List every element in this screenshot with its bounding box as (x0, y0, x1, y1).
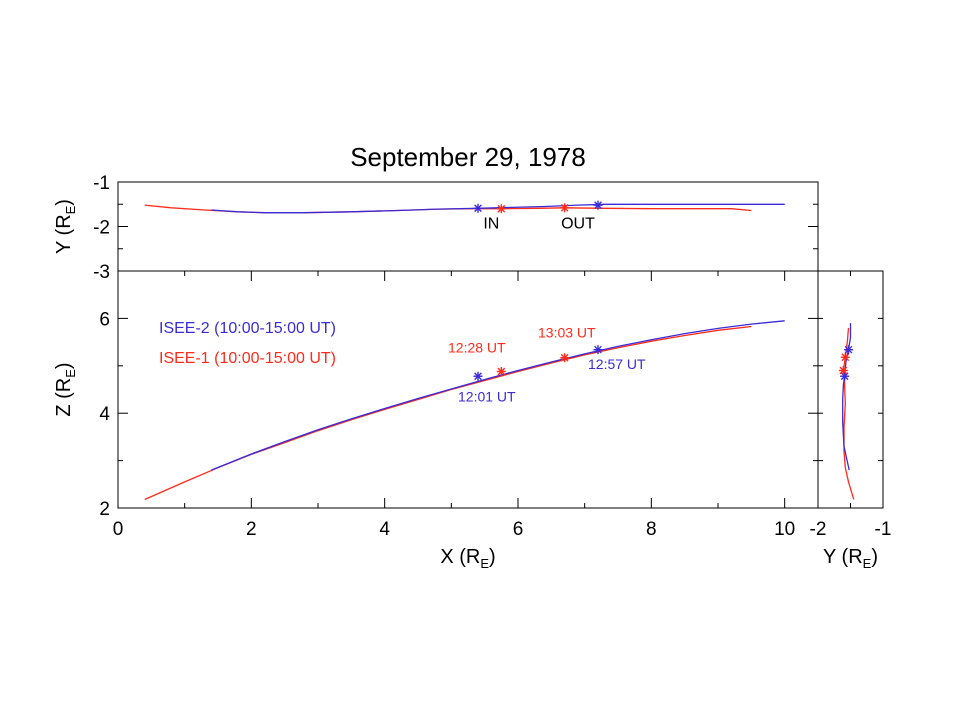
time-annotation: 12:57 UT (588, 356, 646, 372)
panel-frame (117, 181, 819, 272)
isee2-crossing-marker (593, 345, 603, 355)
crossing-label: IN (483, 216, 499, 233)
legend: ISEE-2 (10:00-15:00 UT) ISEE-1 (10:00-15:… (159, 320, 336, 367)
legend-entry-isee2: ISEE-2 (10:00-15:00 UT) (159, 320, 336, 337)
isee2-crossing-marker (593, 200, 603, 210)
panel-x-y: -1 -2 -3 IN OUT Y (RE) (53, 173, 819, 283)
isee2-crossing-marker (473, 203, 483, 213)
x-tick-label: 4 (379, 519, 390, 540)
legend-entry-isee1: ISEE-1 (10:00-15:00 UT) (159, 350, 336, 367)
crossing-label: OUT (561, 216, 595, 233)
y-tick-label: 4 (99, 404, 110, 425)
y-axis-label: Z (RE) (53, 362, 78, 416)
isee2-crossing-marker (473, 371, 483, 381)
y-tick-label: -2 (93, 218, 110, 239)
y-tick-label: 6 (99, 309, 110, 330)
time-annotation: 12:28 UT (448, 340, 506, 356)
x-tick-label: 0 (113, 519, 124, 540)
x-tick-label: 10 (774, 519, 795, 540)
panel-frame (817, 270, 884, 509)
y-tick-label: -1 (93, 173, 110, 194)
isee2-crossing-marker (844, 345, 854, 355)
isee1-crossing-marker (496, 204, 506, 214)
x-tick-label: 2 (246, 519, 257, 540)
chart-title: September 29, 1978 (350, 142, 586, 172)
x-tick-label: 8 (646, 519, 657, 540)
y-tick-label: -3 (93, 262, 110, 283)
isee1-crossing-marker (560, 203, 570, 213)
y-axis-label: Y (RE) (53, 199, 78, 254)
isee1-crossing-marker (560, 353, 570, 363)
x-tick-label: -1 (875, 519, 892, 540)
isee1-crossing-marker (840, 352, 850, 362)
x-tick-label: 6 (513, 519, 524, 540)
time-annotation: 12:01 UT (458, 388, 516, 404)
isee1-crossing-marker (838, 366, 848, 376)
isee2-crossing-marker (840, 371, 850, 381)
y-tick-label: 2 (99, 499, 110, 520)
x-axis-label: Y (RE) (823, 546, 878, 571)
time-annotation: 13:03 UT (538, 324, 596, 340)
isee2-trajectory (211, 203, 785, 214)
x-axis-label: X (RE) (440, 546, 495, 571)
panel-y-z: -2 -1 Y (RE) (810, 270, 892, 571)
isee1-crossing-marker (496, 366, 506, 376)
x-tick-label: -2 (810, 519, 827, 540)
